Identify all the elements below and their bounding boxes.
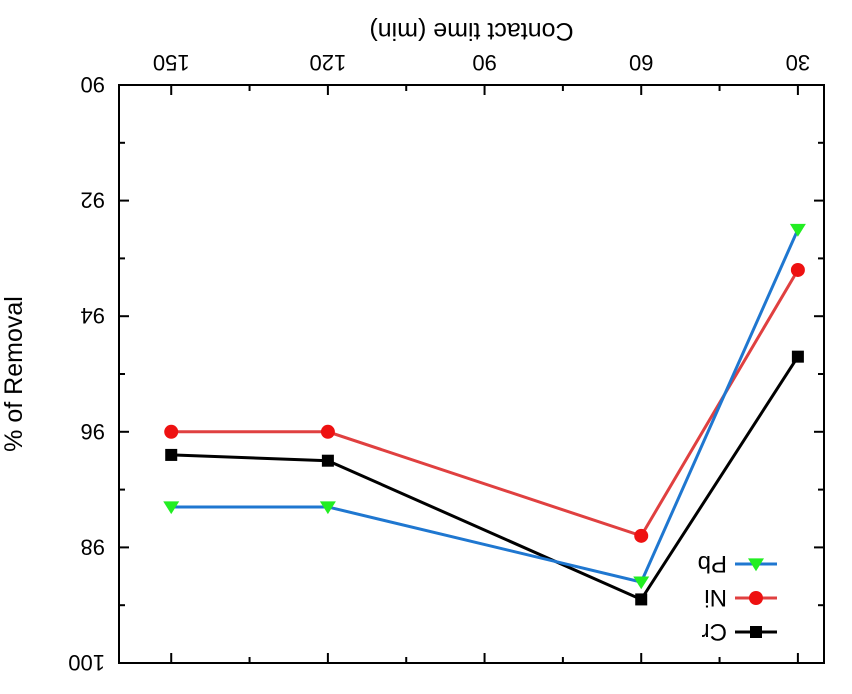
data-point (635, 593, 648, 606)
y-axis-title: % of Removal (0, 296, 28, 452)
data-point (163, 501, 180, 515)
data-point (320, 424, 335, 439)
y-tick-label: 100 (68, 650, 105, 675)
legend-item-pb: Pb (698, 550, 777, 577)
x-tick-label: 120 (310, 50, 347, 75)
series-pb (163, 223, 806, 590)
data-point (790, 262, 805, 277)
data-point (791, 350, 804, 363)
series-line (171, 355, 800, 602)
legend-item-cr: Cr (702, 618, 777, 645)
data-point (789, 223, 806, 237)
legend-label: Ni (704, 584, 727, 611)
y-tick-label: 96 (81, 419, 105, 444)
y-tick-label: 94 (81, 303, 105, 328)
x-tick-label: 60 (629, 50, 653, 75)
legend-marker (748, 558, 764, 572)
data-point (634, 528, 649, 543)
x-axis: 30 60 90 120 150 (153, 50, 810, 663)
legend-label: Pb (698, 550, 727, 577)
legend-marker (749, 591, 763, 605)
legend-item-ni: Ni (704, 584, 777, 611)
y-tick-label: 92 (81, 188, 105, 213)
y-tick-label: 90 (81, 72, 105, 97)
legend: Cr Ni Pb (698, 550, 777, 645)
series-cr (165, 350, 804, 606)
y-tick-label: 98 (81, 534, 105, 559)
series-line (171, 228, 800, 584)
x-axis-title: Contact time (min) (369, 17, 573, 45)
data-point (321, 454, 334, 467)
x-tick-label: 90 (472, 50, 496, 75)
x-tick-label: 30 (786, 50, 810, 75)
data-point (164, 424, 179, 439)
data-point (633, 576, 650, 590)
series-layer (163, 223, 806, 606)
data-point (165, 448, 178, 461)
y-axis: 90 92 94 96 98 100 (68, 72, 824, 675)
legend-marker (750, 626, 762, 638)
data-point (319, 501, 336, 515)
x-tick-label: 150 (153, 50, 190, 75)
legend-label: Cr (702, 618, 727, 645)
